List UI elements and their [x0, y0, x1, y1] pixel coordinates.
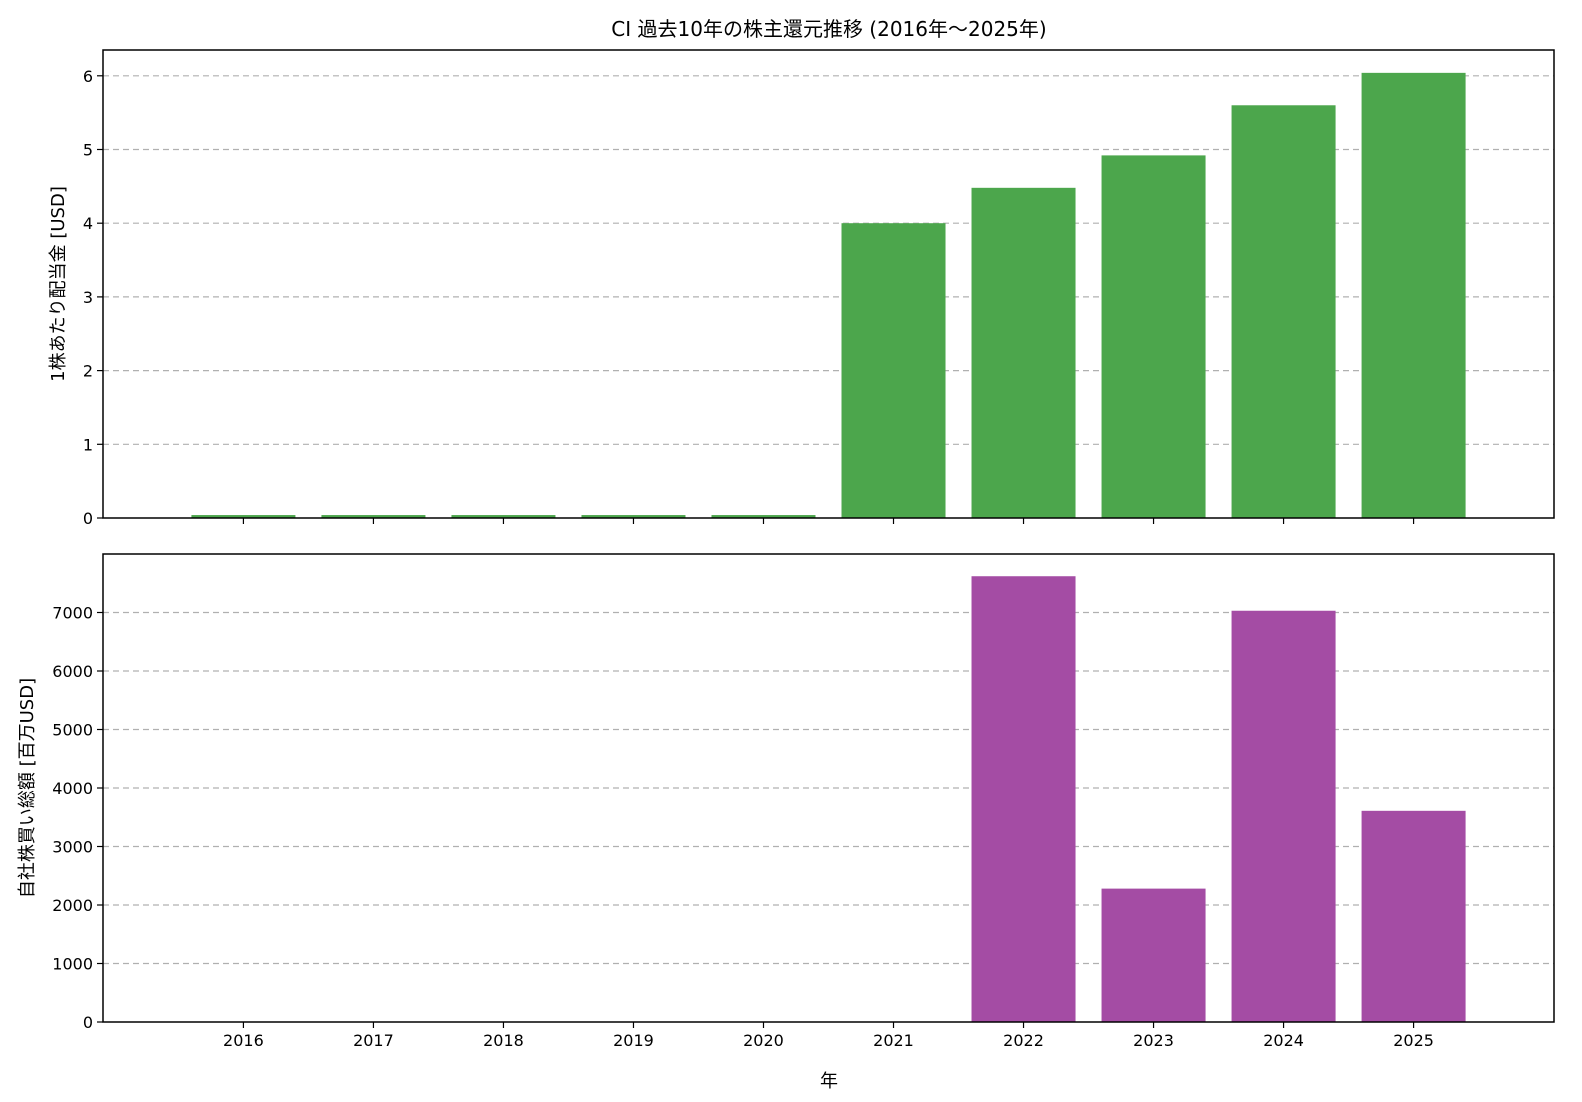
dividend-ytick-label: 1 [83, 435, 93, 454]
dividend-bar-2020 [711, 515, 816, 518]
dividend-panel: 0 1 2 3 4 5 6 1株あたり配当金 [USD] [48, 49, 1555, 528]
dividend-ytick-label: 6 [83, 67, 93, 86]
xtick-label-2016: 2016 [223, 1031, 264, 1050]
buyback-bar-2024 [1231, 610, 1336, 1022]
buyback-ytick-label: 6000 [52, 662, 93, 681]
dividend-ytick-label: 4 [83, 214, 93, 233]
dividend-bar-2016 [191, 515, 296, 518]
xtick-label-2017: 2017 [353, 1031, 394, 1050]
xtick-label-2021: 2021 [873, 1031, 914, 1050]
buyback-ytick-label: 1000 [52, 955, 93, 974]
dividend-bar-2018 [451, 515, 556, 518]
xtick-label-2019: 2019 [613, 1031, 654, 1050]
xtick-label-2023: 2023 [1133, 1031, 1174, 1050]
dividend-ytick-label: 3 [83, 288, 93, 307]
buyback-ytick-label: 3000 [52, 838, 93, 857]
buyback-bar-2025 [1361, 810, 1466, 1022]
dividend-ytick-label: 2 [83, 362, 93, 381]
chart-title: CI 過去10年の株主還元推移 (2016年〜2025年) [611, 17, 1046, 41]
x-axis-label: 年 [820, 1071, 838, 1092]
buyback-bar-2022 [971, 576, 1076, 1022]
xtick-label-2020: 2020 [743, 1031, 784, 1050]
dividend-ytick-label: 5 [83, 140, 93, 159]
buyback-ytick-label: 2000 [52, 896, 93, 915]
dividend-bar-2024 [1231, 105, 1336, 519]
buyback-ytick-label: 0 [83, 1013, 93, 1032]
xtick-label-2022: 2022 [1003, 1031, 1044, 1050]
dividend-bar-2019 [581, 515, 686, 518]
dividend-y-axis-label: 1株あたり配当金 [USD] [48, 186, 69, 382]
xtick-label-2018: 2018 [483, 1031, 524, 1050]
buyback-y-axis-label: 自社株買い総額 [百万USD] [17, 678, 38, 898]
buyback-ytick-label: 7000 [52, 604, 93, 623]
dividend-bar-2017 [321, 515, 426, 518]
buyback-panel: 0 1000 2000 3000 4000 5000 6000 7000 2016 2017 201… [17, 553, 1555, 1050]
xtick-label-2024: 2024 [1263, 1031, 1304, 1050]
dividend-bar-2025 [1361, 72, 1466, 519]
buyback-ytick-label: 4000 [52, 779, 93, 798]
dividend-bar-2021 [841, 223, 946, 519]
buyback-ytick-label: 5000 [52, 721, 93, 740]
dividend-bar-2022 [971, 187, 1076, 518]
dividend-bar-2023 [1101, 155, 1206, 518]
buyback-bar-2023 [1101, 888, 1206, 1022]
xtick-label-2025: 2025 [1393, 1031, 1434, 1050]
dividend-axes-frame [102, 49, 1555, 519]
dividend-ytick-label: 0 [83, 509, 93, 528]
